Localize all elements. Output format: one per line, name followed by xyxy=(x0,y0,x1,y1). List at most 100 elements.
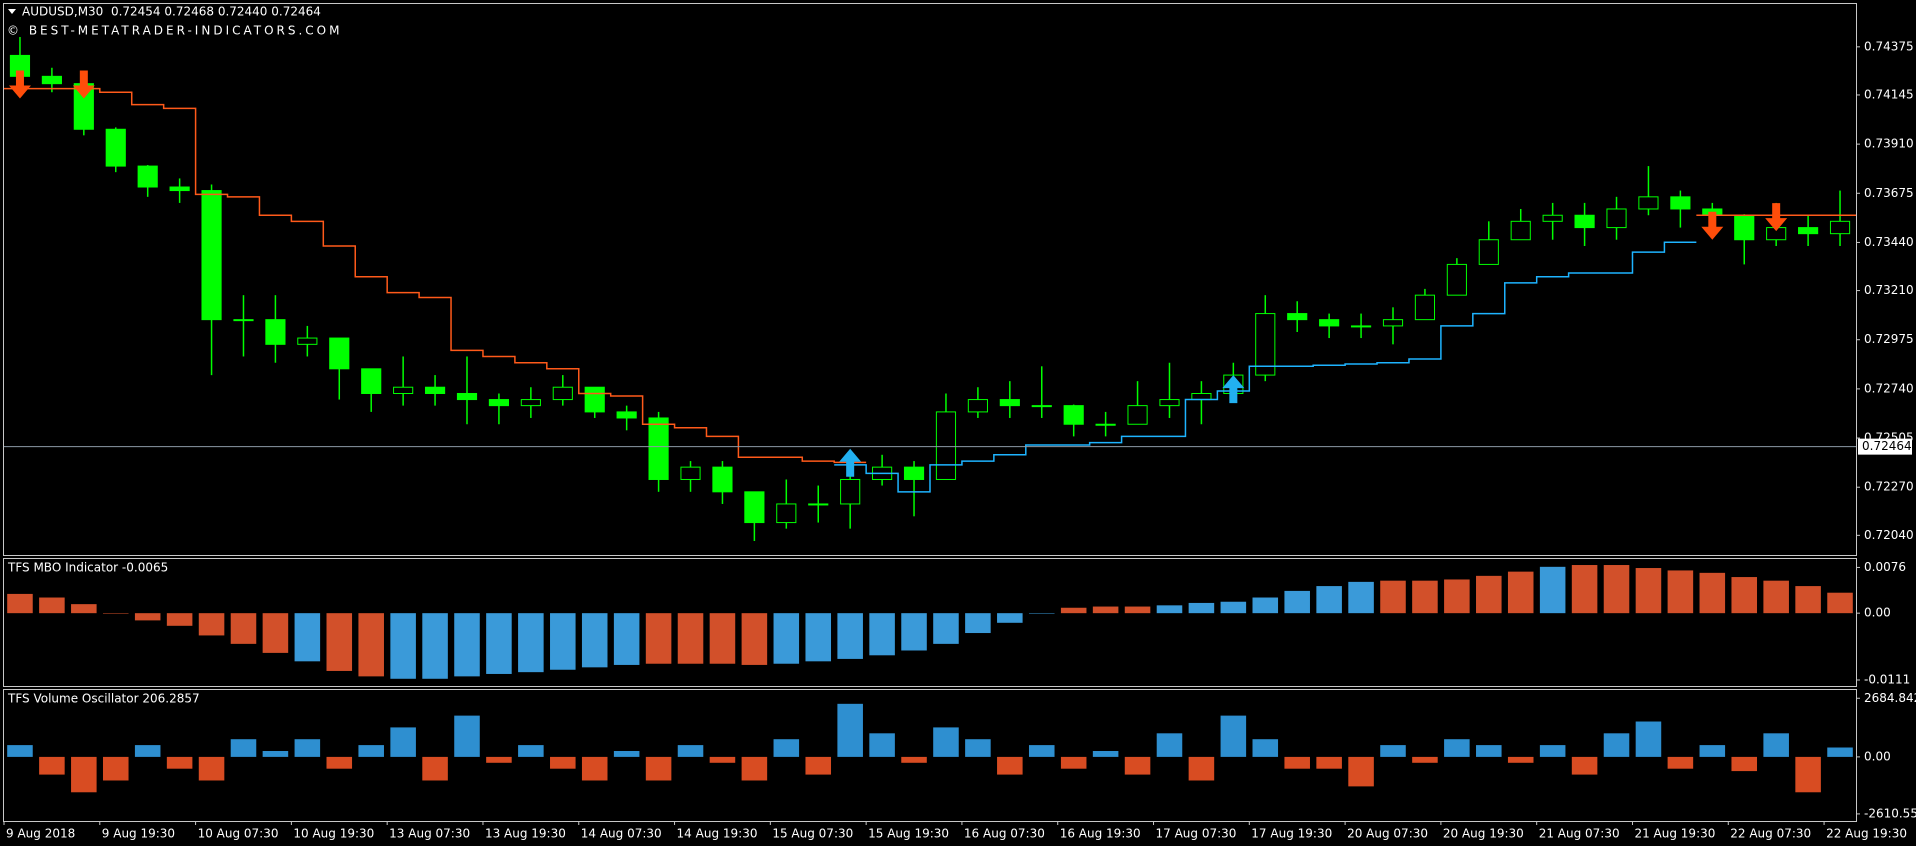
histogram-bar xyxy=(837,703,863,757)
histogram-bar xyxy=(1156,605,1183,614)
candle-body xyxy=(999,399,1020,407)
histogram-bar xyxy=(1284,756,1310,769)
histogram-bar xyxy=(773,739,800,757)
x-tick-label: 16 Aug 07:30 xyxy=(964,827,1045,841)
histogram-bar xyxy=(486,756,512,763)
histogram-bar xyxy=(550,613,576,670)
histogram-bar xyxy=(1699,745,1726,757)
x-tick-label: 14 Aug 07:30 xyxy=(581,827,662,841)
candle-body xyxy=(1255,313,1276,376)
histogram-bar xyxy=(1444,739,1470,757)
menu-triangle[interactable] xyxy=(8,9,16,14)
candle-body xyxy=(648,417,669,480)
x-tick-label: 15 Aug 19:30 xyxy=(868,827,949,841)
candle-body xyxy=(1542,214,1563,222)
x-tick-label: 20 Aug 19:30 xyxy=(1443,827,1524,841)
candle-body xyxy=(233,319,254,322)
histogram-bar xyxy=(294,739,321,757)
x-tick-label: 16 Aug 19:30 xyxy=(1060,827,1141,841)
x-tick-label: 9 Aug 2018 xyxy=(6,827,75,841)
x-tick-label: 10 Aug 07:30 xyxy=(198,827,279,841)
candle-body xyxy=(584,386,605,413)
price-label: 0.72464 xyxy=(1862,439,1912,453)
x-tick-label: 13 Aug 19:30 xyxy=(485,827,566,841)
buy-arrow xyxy=(839,448,862,477)
histogram-bar xyxy=(645,756,672,781)
candle-body xyxy=(1670,196,1691,210)
candle-body xyxy=(424,386,446,394)
histogram-bar xyxy=(613,751,640,757)
y-tick-label: 0.73675 xyxy=(1864,186,1914,200)
histogram-bar xyxy=(677,613,704,664)
histogram-bar xyxy=(198,756,225,781)
candle-body xyxy=(552,386,573,401)
histogram-bar xyxy=(1699,572,1726,614)
histogram-bar xyxy=(39,597,65,614)
histogram-bar xyxy=(933,613,959,644)
histogram-bar xyxy=(166,756,193,769)
histogram-bar xyxy=(1252,597,1279,614)
sell-arrow xyxy=(1765,203,1788,232)
histogram-bar xyxy=(1795,586,1821,614)
histogram-bar xyxy=(1635,721,1662,757)
histogram-bar xyxy=(1348,756,1374,787)
x-tick-label: 14 Aug 19:30 xyxy=(677,827,758,841)
histogram-bar xyxy=(1092,606,1119,614)
histogram-bar xyxy=(1635,568,1662,614)
candle-body xyxy=(201,190,222,321)
histogram-bar xyxy=(1827,592,1853,614)
histogram-bar xyxy=(1731,577,1758,614)
candle-body xyxy=(361,368,382,394)
histogram-bar xyxy=(613,613,640,665)
histogram-bar xyxy=(326,613,353,671)
candle-body xyxy=(1287,313,1308,321)
candle-body xyxy=(1414,294,1436,321)
histogram-bar xyxy=(454,613,480,677)
histogram-bar xyxy=(1827,747,1853,757)
histogram-bar xyxy=(550,756,576,769)
y-tick-label: 0.73440 xyxy=(1864,235,1914,249)
histogram-bar xyxy=(965,613,991,634)
histogram-bar xyxy=(709,756,736,763)
candle-body xyxy=(1510,220,1531,241)
y-tick-label: 0.00 xyxy=(1864,606,1891,620)
histogram-bar xyxy=(1188,602,1215,614)
x-tick-label: 21 Aug 07:30 xyxy=(1539,827,1620,841)
histogram-bar xyxy=(581,756,608,781)
y-tick-label: 0.74375 xyxy=(1864,39,1914,53)
chart-title: AUDUSD,M30 0.72454 0.72468 0.72440 0.724… xyxy=(22,5,321,19)
histogram-bar xyxy=(1188,756,1215,781)
x-tick-label: 17 Aug 19:30 xyxy=(1251,827,1332,841)
y-tick-label: 0.72040 xyxy=(1864,528,1914,542)
candle-body xyxy=(1191,392,1212,401)
y-tick-label: 2684.8429 xyxy=(1864,691,1916,705)
histogram-bar xyxy=(262,751,289,757)
histogram-bar xyxy=(965,739,991,757)
histogram-bar xyxy=(773,613,800,664)
y-tick-label: 0.73210 xyxy=(1864,283,1914,297)
candle-body xyxy=(1063,405,1084,425)
histogram-bar xyxy=(1412,580,1438,614)
histogram-bar xyxy=(230,739,257,757)
histogram-bar xyxy=(1763,580,1789,614)
candle-body xyxy=(393,386,414,394)
histogram-bar xyxy=(1316,756,1342,769)
histogram-bar xyxy=(901,613,927,651)
histogram-bar xyxy=(677,745,704,757)
histogram-bar xyxy=(1571,565,1598,614)
histogram-bar xyxy=(326,756,353,769)
histogram-bar xyxy=(1156,733,1183,757)
candle-body xyxy=(1095,423,1116,426)
candle-body xyxy=(297,337,318,345)
histogram-bar xyxy=(39,756,65,775)
candle-body xyxy=(1350,325,1372,328)
candle-body xyxy=(1478,239,1499,265)
main-panel-frame xyxy=(3,3,1857,556)
histogram-bar xyxy=(1220,601,1247,614)
histogram-bar xyxy=(1348,581,1374,614)
candle-body xyxy=(1798,227,1819,235)
histogram-bar xyxy=(1444,579,1470,614)
candle-body xyxy=(1829,220,1851,235)
histogram-bar xyxy=(358,745,384,757)
